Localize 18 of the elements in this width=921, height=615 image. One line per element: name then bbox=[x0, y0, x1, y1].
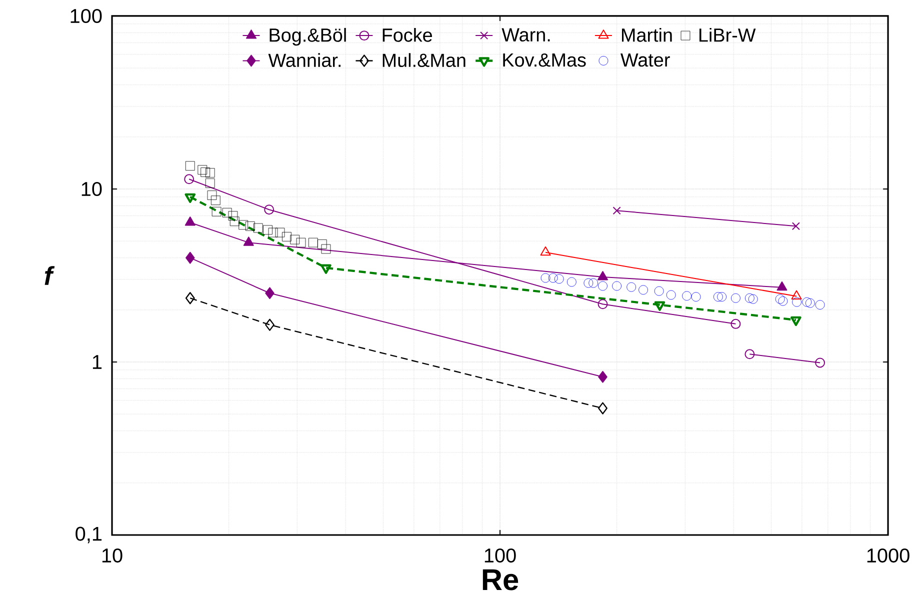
x-tick-label: 10 bbox=[102, 548, 122, 563]
legend-label: Water bbox=[620, 53, 670, 67]
y-tick-label: 1 bbox=[92, 355, 102, 369]
legend-label: Mul.&Man bbox=[382, 53, 466, 68]
legend-label: Warn. bbox=[502, 28, 550, 42]
legend-label: Kov.&Mas bbox=[503, 53, 586, 67]
x-tick-label: 100 bbox=[484, 548, 516, 563]
y-axis-title: f bbox=[44, 266, 55, 285]
y-tick-label: 10 bbox=[82, 182, 102, 196]
legend-label: LiBr-W bbox=[699, 28, 756, 42]
legend-label: Bog.&Böl bbox=[270, 28, 346, 46]
legend-label: Martin bbox=[622, 28, 672, 42]
legend-label: Wanniar. bbox=[268, 53, 340, 68]
x-axis-title: Re bbox=[482, 569, 518, 590]
y-tick-label: 100 bbox=[70, 8, 102, 24]
x-tick-label: 1000 bbox=[867, 548, 910, 563]
y-tick-label: 0,1 bbox=[76, 526, 102, 544]
legend-label: Focke bbox=[382, 28, 432, 42]
